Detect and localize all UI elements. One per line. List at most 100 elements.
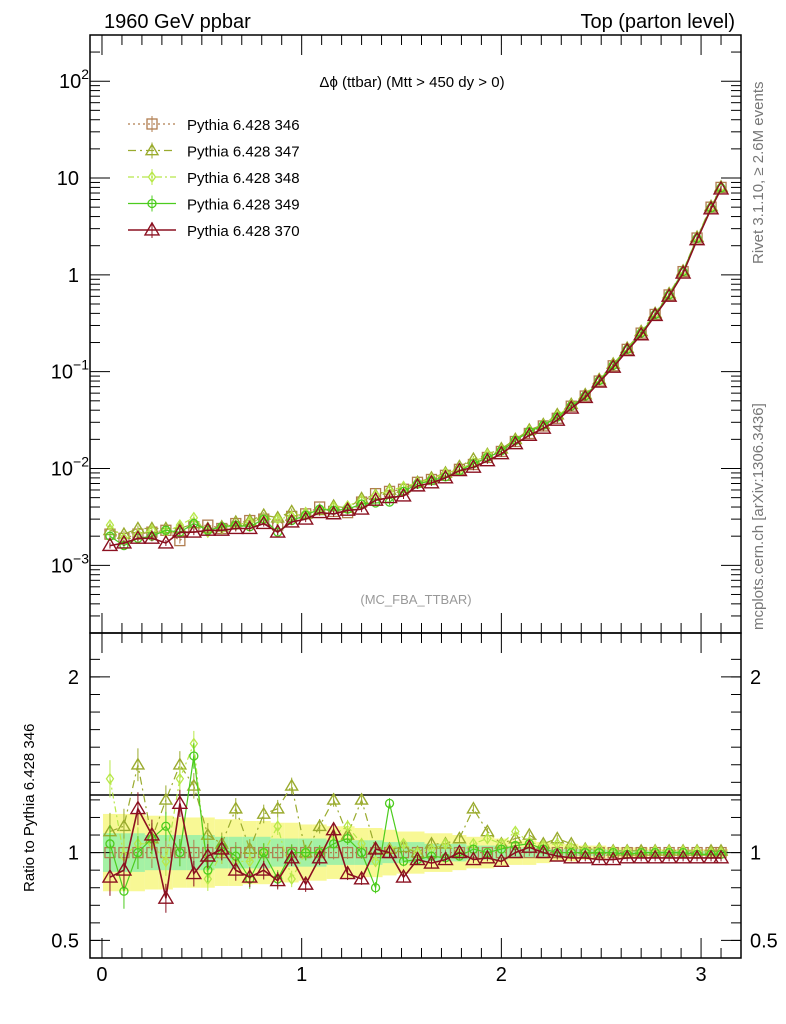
legend: Pythia 6.428 346 Pythia 6.428 347 Pythia 6… — [128, 116, 300, 240]
data-point — [493, 852, 510, 867]
data-point — [409, 477, 426, 492]
data-point — [451, 462, 468, 477]
data-point — [353, 500, 370, 515]
data-point — [325, 821, 342, 836]
data-point — [301, 847, 311, 858]
data-point — [129, 529, 147, 544]
data-point — [604, 851, 622, 866]
data-point — [465, 851, 482, 866]
series-line — [109, 188, 722, 547]
data-point — [175, 847, 185, 858]
data-point — [618, 342, 636, 357]
data-point — [105, 531, 115, 541]
data-point — [143, 826, 161, 841]
data-point — [185, 523, 203, 538]
data-point — [311, 504, 328, 519]
data-point — [590, 851, 608, 866]
data-point — [227, 861, 244, 876]
main-ticks: 10−3 10−2 10−1 1 10 102 — [51, 34, 741, 634]
ratio-series — [101, 730, 730, 913]
data-point — [381, 489, 398, 504]
data-point — [284, 778, 299, 791]
data-point — [507, 435, 524, 450]
data-point — [370, 883, 381, 893]
data-point — [660, 287, 678, 302]
data-point — [563, 399, 580, 414]
data-point — [143, 529, 161, 544]
data-point — [133, 847, 143, 858]
ratio-panel: 0.5 0.5 1 1 2 2 0 1 2 3 Ratio to Pythia 6.428 346 — [21, 632, 778, 986]
data-point — [115, 534, 133, 549]
data-point — [660, 849, 678, 864]
data-point — [339, 865, 356, 880]
data-point — [563, 849, 580, 864]
data-point — [325, 505, 342, 520]
data-point — [255, 861, 272, 876]
data-point — [273, 820, 283, 833]
data-point — [256, 806, 271, 819]
main-y-tick-label: 10 — [57, 168, 79, 190]
ratio-y-tick-label: 0.5 — [51, 930, 79, 952]
data-point — [199, 521, 217, 536]
x-tick-label: 1 — [296, 964, 307, 986]
data-point — [203, 872, 213, 886]
data-point — [259, 847, 269, 858]
data-point — [341, 846, 354, 859]
data-point — [342, 833, 353, 844]
ratio-y-tick-label: 2 — [68, 667, 79, 689]
data-point — [381, 844, 398, 859]
data-point — [227, 520, 244, 535]
main-y-tick-label: 10−3 — [51, 550, 89, 577]
data-point — [189, 751, 199, 761]
data-point — [199, 847, 217, 862]
data-point — [353, 870, 370, 885]
data-point — [339, 501, 356, 516]
data-point — [312, 818, 327, 832]
data-point — [688, 849, 706, 864]
data-point — [297, 875, 314, 890]
legend-entry: Pythia 6.428 370 — [128, 221, 300, 240]
data-point — [270, 801, 285, 814]
data-point — [213, 521, 231, 536]
ratio-y-tick-label-right: 2 — [750, 667, 761, 689]
data-point — [535, 844, 552, 859]
ratio-ylabel: Ratio to Pythia 6.428 346 — [21, 724, 38, 892]
data-point — [228, 801, 243, 814]
data-point — [384, 798, 395, 809]
data-point — [161, 855, 171, 868]
data-point — [343, 820, 352, 833]
data-point — [702, 200, 720, 215]
data-point — [632, 326, 650, 341]
data-point — [409, 851, 426, 866]
data-point — [479, 452, 496, 467]
data-point — [712, 849, 730, 864]
data-point — [646, 849, 664, 864]
series-line — [109, 187, 722, 547]
data-point — [451, 844, 468, 859]
main-y-tick-label: 10−2 — [51, 453, 89, 480]
data-point — [396, 839, 411, 853]
x-tick-label: 0 — [96, 964, 107, 986]
legend-label: Pythia 6.428 346 — [187, 117, 300, 134]
legend-label: Pythia 6.428 347 — [187, 144, 300, 161]
data-point — [437, 851, 454, 866]
data-point — [105, 772, 115, 785]
series-pythia-6-428-370 — [101, 180, 730, 552]
ratio-y-tick-label: 1 — [68, 843, 79, 865]
legend-entry: Pythia 6.428 347 — [128, 142, 300, 161]
data-point — [129, 800, 147, 815]
header-right: Top (parton level) — [580, 11, 735, 33]
plot-title: Δϕ (ttbar) (Mtt > 450 dy > 0) — [319, 74, 504, 91]
data-point — [712, 180, 730, 195]
main-y-tick-label: 1 — [68, 265, 79, 287]
data-point — [367, 840, 384, 855]
data-point — [287, 872, 296, 886]
data-point — [521, 426, 538, 441]
data-point — [116, 818, 132, 832]
data-point — [200, 827, 216, 840]
legend-label: Pythia 6.428 349 — [187, 197, 300, 214]
data-point — [479, 849, 496, 864]
legend-label: Pythia 6.428 370 — [187, 223, 300, 240]
data-point — [171, 523, 189, 538]
x-tick-label: 3 — [695, 964, 706, 986]
